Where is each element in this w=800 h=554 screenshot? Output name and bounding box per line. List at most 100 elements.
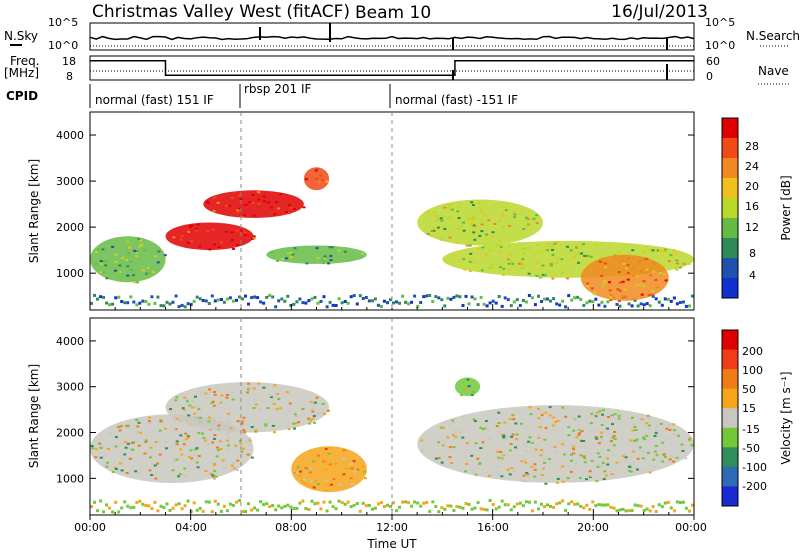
power-echo-cell (667, 260, 671, 262)
power-ground-scatter-cell (564, 305, 568, 309)
vel-ground-scatter-cell (183, 504, 187, 508)
power-echo-cell (651, 290, 655, 292)
power-echo-cell (435, 219, 439, 222)
vel-echo-cell (564, 415, 568, 418)
power-ground-scatter-cell (370, 299, 374, 303)
power-echo-cell (644, 271, 648, 274)
vel-echo-cell (544, 427, 548, 430)
vel-echo-cell (124, 446, 128, 449)
velocity-colorbar-frame (721, 329, 739, 507)
vel-echo-cell (636, 457, 640, 460)
vel-ground-scatter-cell (657, 503, 661, 507)
vel-echo-cell (178, 473, 182, 476)
vel-colorbar-swatch (722, 427, 738, 448)
power-echo-cell (579, 244, 583, 247)
power-ground-scatter-cell (111, 302, 115, 306)
vel-echo-cell (458, 431, 462, 434)
power-echo-cell (97, 248, 100, 251)
vel-echo-cell (186, 436, 190, 439)
nave-label: Nave (758, 64, 789, 78)
power-ground-scatter-cell (361, 297, 365, 300)
vel-echo-cell (99, 446, 103, 449)
vel-echo-cell (99, 456, 103, 459)
vel-echo-cell (183, 396, 187, 399)
vel-ground-scatter-cell (334, 507, 338, 511)
vel-ground-scatter-cell (204, 500, 208, 504)
vel-echo-cell (585, 478, 588, 481)
vel-echo-cell (324, 479, 328, 482)
vel-echo-cell (212, 417, 216, 420)
vel-ground-scatter-cell (386, 503, 389, 507)
power-echo-cell (526, 223, 530, 226)
power-ground-scatter-cell (319, 299, 323, 303)
vel-ground-scatter-cell (280, 506, 284, 510)
power-ground-scatter-cell (177, 305, 181, 309)
vel-echo-cell (247, 382, 251, 385)
power-ground-scatter-cell (636, 304, 640, 308)
vel-echo-cell (628, 469, 632, 472)
power-echo-cell (327, 262, 331, 265)
vel-ground-scatter-cell (633, 503, 637, 507)
vel-echo-cell (624, 459, 628, 462)
vel-echo-cell (526, 473, 530, 476)
vel-ground-scatter-cell (443, 507, 447, 511)
power-ground-scatter-cell (153, 301, 157, 305)
vel-echo-cell (94, 448, 98, 451)
power-echo-cell (477, 202, 481, 205)
power-echo-region (417, 199, 543, 246)
vel-echo-cell (213, 391, 216, 393)
vel-echo-cell (465, 462, 468, 465)
power-echo-cell (649, 273, 653, 276)
vel-echo-cell (452, 446, 456, 449)
cpid-segment-2: rbsp 201 IF (244, 82, 311, 96)
vel-echo-cell (503, 438, 507, 441)
vel-echo-cell (631, 429, 635, 432)
vel-ground-scatter-cell (162, 506, 166, 510)
power-echo-cell (658, 249, 662, 252)
power-echo-cell (457, 206, 461, 209)
vel-ground-scatter-cell (476, 501, 480, 505)
power-ground-scatter-cell (189, 302, 193, 306)
power-echo-cell (608, 289, 612, 292)
power-data (90, 167, 694, 309)
vel-echo-cell (309, 400, 313, 403)
vel-ground-scatter-cell (367, 504, 371, 507)
vel-echo-cell (467, 385, 471, 388)
vel-ground-scatter-cell (120, 506, 124, 510)
power-echo-cell (443, 228, 447, 231)
power-ground-scatter-cell (663, 297, 667, 301)
power-ground-scatter-cell (247, 302, 250, 306)
vel-echo-cell (222, 466, 226, 469)
power-echo-cell (480, 223, 484, 226)
power-echo-cell (522, 227, 526, 230)
vel-echo-cell (496, 450, 500, 453)
power-panel: 1000 2000 3000 4000 (56, 111, 695, 311)
vel-ground-scatter-cell (597, 503, 601, 507)
power-echo-cell (114, 261, 118, 263)
power-ground-scatter-cell (231, 299, 235, 303)
power-ground-scatter-cell (654, 297, 658, 301)
vel-echo-cell (600, 431, 604, 434)
vel-echo-cell (230, 413, 234, 416)
vel-echo-cell (327, 452, 331, 455)
power-echo-cell (141, 269, 145, 272)
vel-echo-cell (589, 429, 593, 432)
vel-echo-cell (192, 453, 196, 456)
power-echo-cell (180, 234, 184, 237)
vel-colorbar-swatch (722, 369, 738, 390)
power-ground-scatter-cell (334, 304, 338, 307)
power-echo-cell (522, 252, 526, 255)
power-echo-cell (361, 252, 364, 255)
vel-echo-cell (616, 410, 620, 413)
freq-panel-frame (89, 55, 695, 81)
power-echo-cell (648, 249, 652, 252)
vel-echo-cell (154, 441, 158, 443)
vel-ground-scatter-cell (570, 500, 574, 504)
vel-echo-cell (645, 434, 649, 437)
vel-echo-cell (149, 446, 153, 449)
vel-echo-cell (219, 448, 223, 450)
vel-echo-cell (211, 475, 215, 478)
power-echo-cell (642, 251, 646, 254)
vel-echo-cell (596, 465, 600, 468)
vel-echo-cell (617, 414, 621, 417)
